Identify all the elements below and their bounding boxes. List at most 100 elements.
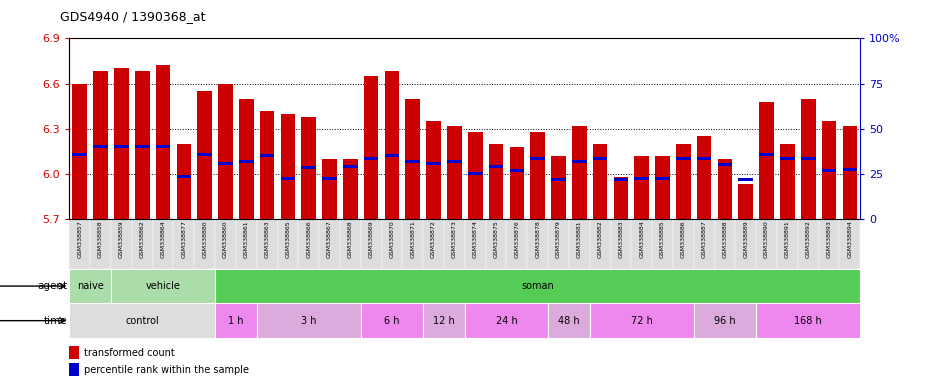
Bar [527, 219, 548, 269]
Bar [364, 157, 378, 161]
Text: agent: agent [37, 281, 68, 291]
Text: naive: naive [77, 281, 104, 291]
Bar [635, 156, 649, 219]
Bar [468, 172, 483, 175]
Bar [257, 303, 361, 338]
Bar [385, 71, 400, 219]
Bar [197, 91, 212, 219]
Text: soman: soman [522, 281, 554, 291]
Text: GSM338866: GSM338866 [306, 220, 311, 258]
Bar [93, 145, 108, 148]
Bar [174, 219, 194, 269]
Text: GSM338875: GSM338875 [494, 220, 499, 258]
Text: 3 h: 3 h [301, 316, 316, 326]
Bar [177, 144, 191, 219]
Bar [738, 184, 753, 219]
Text: GSM338890: GSM338890 [764, 220, 769, 258]
Bar [361, 303, 424, 338]
Bar [759, 102, 774, 219]
Bar [777, 219, 797, 269]
Bar [718, 163, 733, 166]
Bar [821, 169, 836, 172]
Bar [69, 219, 91, 269]
Bar [298, 219, 319, 269]
Bar [486, 219, 507, 269]
Text: GSM338884: GSM338884 [639, 220, 644, 258]
Bar [694, 219, 714, 269]
Bar [319, 219, 340, 269]
Text: time: time [43, 316, 68, 326]
Bar [757, 303, 860, 338]
Bar [840, 219, 860, 269]
Bar [759, 152, 774, 156]
Bar [652, 219, 673, 269]
Bar [801, 99, 816, 219]
Text: GSM338871: GSM338871 [411, 220, 415, 258]
Bar [111, 219, 132, 269]
Bar [843, 167, 857, 171]
Text: GSM338865: GSM338865 [286, 220, 290, 258]
Text: 6 h: 6 h [384, 316, 400, 326]
Bar [569, 219, 590, 269]
Bar [239, 99, 253, 219]
Bar [714, 219, 735, 269]
Bar [673, 219, 694, 269]
Text: 1 h: 1 h [228, 316, 243, 326]
Text: 12 h: 12 h [433, 316, 455, 326]
Bar [218, 162, 233, 165]
Bar [177, 175, 191, 179]
Bar [426, 121, 441, 219]
Bar [343, 165, 358, 168]
Bar [424, 219, 444, 269]
Bar [132, 219, 153, 269]
Bar [613, 177, 628, 219]
Text: 24 h: 24 h [496, 316, 517, 326]
Bar [155, 145, 170, 148]
Text: GSM338870: GSM338870 [389, 220, 394, 258]
Text: GSM338877: GSM338877 [181, 220, 186, 258]
Bar [382, 219, 402, 269]
Bar [780, 144, 795, 219]
Bar [488, 144, 503, 219]
Bar [239, 160, 253, 163]
Bar [280, 177, 295, 180]
Text: GSM338880: GSM338880 [203, 220, 207, 258]
Text: GSM338882: GSM338882 [598, 220, 602, 258]
Bar [322, 159, 337, 219]
Bar [405, 160, 420, 163]
Text: GSM338869: GSM338869 [369, 220, 374, 258]
Bar [593, 144, 608, 219]
Text: 168 h: 168 h [795, 316, 822, 326]
Bar [215, 219, 236, 269]
Text: 96 h: 96 h [714, 316, 735, 326]
Bar [635, 177, 649, 180]
Text: control: control [126, 316, 159, 326]
Text: GSM338894: GSM338894 [847, 220, 852, 258]
Bar [819, 219, 840, 269]
Text: GDS4940 / 1390368_at: GDS4940 / 1390368_at [60, 10, 205, 23]
Bar [697, 157, 711, 161]
Bar [697, 136, 711, 219]
Bar [780, 157, 795, 161]
Text: GSM338888: GSM338888 [722, 220, 727, 258]
Bar [447, 126, 462, 219]
Bar [236, 219, 257, 269]
Bar [215, 303, 257, 338]
Bar [530, 132, 545, 219]
Bar [757, 219, 777, 269]
Bar [488, 165, 503, 168]
Bar [676, 144, 691, 219]
Text: transformed count: transformed count [83, 348, 174, 358]
Bar [801, 157, 816, 161]
Bar [114, 145, 129, 148]
Text: GSM338885: GSM338885 [660, 220, 665, 258]
Bar [590, 219, 610, 269]
Bar [72, 84, 87, 219]
Text: 48 h: 48 h [558, 316, 580, 326]
Bar [72, 152, 87, 156]
Bar [93, 71, 108, 219]
Bar [153, 219, 174, 269]
Bar [797, 219, 819, 269]
Bar [821, 121, 836, 219]
Text: percentile rank within the sample: percentile rank within the sample [83, 365, 249, 375]
